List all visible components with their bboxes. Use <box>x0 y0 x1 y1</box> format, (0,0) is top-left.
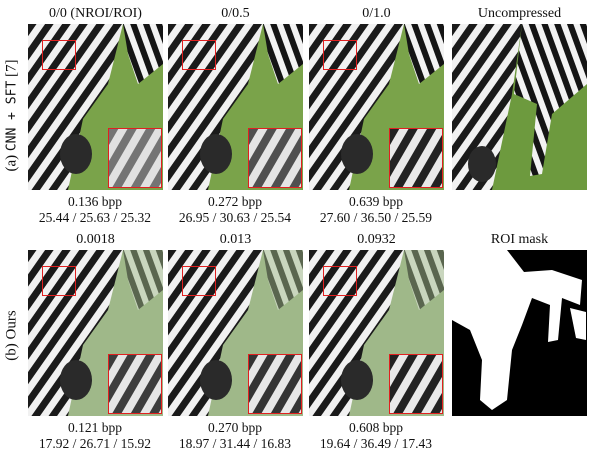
row-a-prefix: (a) <box>3 154 20 172</box>
col-title-a-3: 0/1.0 <box>362 6 391 21</box>
bpp-value: 0.272 bpp <box>208 194 262 209</box>
roi-box <box>182 40 216 70</box>
caption-a3: 0.639 bpp 27.60 / 36.50 / 25.59 <box>296 194 456 226</box>
col-title-b-1: 0.0018 <box>76 232 115 247</box>
roi-box <box>323 40 357 70</box>
col-title-a-2: 0/0.5 <box>221 6 250 21</box>
zoom-inset <box>389 354 443 414</box>
bpp-value: 0.639 bpp <box>349 194 403 209</box>
caption-b3: 0.608 bpp 19.64 / 36.49 / 17.43 <box>296 420 456 452</box>
psnr-values: 19.64 / 36.49 / 17.43 <box>319 436 433 451</box>
zebra-image-a3 <box>309 24 444 190</box>
row-label-b: (b) Ours <box>0 250 24 420</box>
col-title-a-4: Uncompressed <box>477 6 562 21</box>
row-a-ref: [7] <box>3 58 20 77</box>
zebra-image-b1 <box>28 250 163 416</box>
roi-box <box>42 40 76 70</box>
roi-box <box>42 266 76 296</box>
zebra-image-uncompressed <box>452 24 587 190</box>
caption-b2: 0.270 bpp 18.97 / 31.44 / 16.83 <box>155 420 315 452</box>
col-title-b-2: 0.013 <box>219 232 252 247</box>
roi-box <box>323 266 357 296</box>
caption-a1: 0.136 bpp 25.44 / 25.63 / 25.32 <box>15 194 175 226</box>
zebra-image-a1 <box>28 24 163 190</box>
bpp-value: 0.136 bpp <box>68 194 122 209</box>
psnr-values: 27.60 / 36.50 / 25.59 <box>319 210 433 225</box>
col-title-b-4: ROI mask <box>490 232 549 247</box>
zebra-image-b2 <box>168 250 303 416</box>
caption-b1: 0.121 bpp 17.92 / 26.71 / 15.92 <box>15 420 175 452</box>
col-title-b-3: 0.0932 <box>357 232 396 247</box>
zoom-inset <box>108 128 162 188</box>
roi-mask-image <box>452 250 587 416</box>
bpp-value: 0.270 bpp <box>208 420 262 435</box>
bpp-value: 0.608 bpp <box>349 420 403 435</box>
col-title-a-1: 0/0 (NROI/ROI) <box>49 6 142 21</box>
bpp-value: 0.121 bpp <box>68 420 122 435</box>
zebra-image-a2 <box>168 24 303 190</box>
zoom-inset <box>248 354 302 414</box>
roi-box <box>182 266 216 296</box>
caption-a2: 0.272 bpp 26.95 / 30.63 / 25.54 <box>155 194 315 226</box>
row-b-text: (b) Ours <box>3 309 20 361</box>
row-a-method: CNN + SFT <box>4 80 20 151</box>
psnr-values: 18.97 / 31.44 / 16.83 <box>178 436 292 451</box>
zoom-inset <box>389 128 443 188</box>
row-label-a: (a) CNN + SFT [7] <box>0 30 24 200</box>
psnr-values: 25.44 / 25.63 / 25.32 <box>38 210 152 225</box>
psnr-values: 17.92 / 26.71 / 15.92 <box>38 436 152 451</box>
zebra-image-b3 <box>309 250 444 416</box>
zoom-inset <box>248 128 302 188</box>
zoom-inset <box>108 354 162 414</box>
psnr-values: 26.95 / 30.63 / 25.54 <box>178 210 292 225</box>
